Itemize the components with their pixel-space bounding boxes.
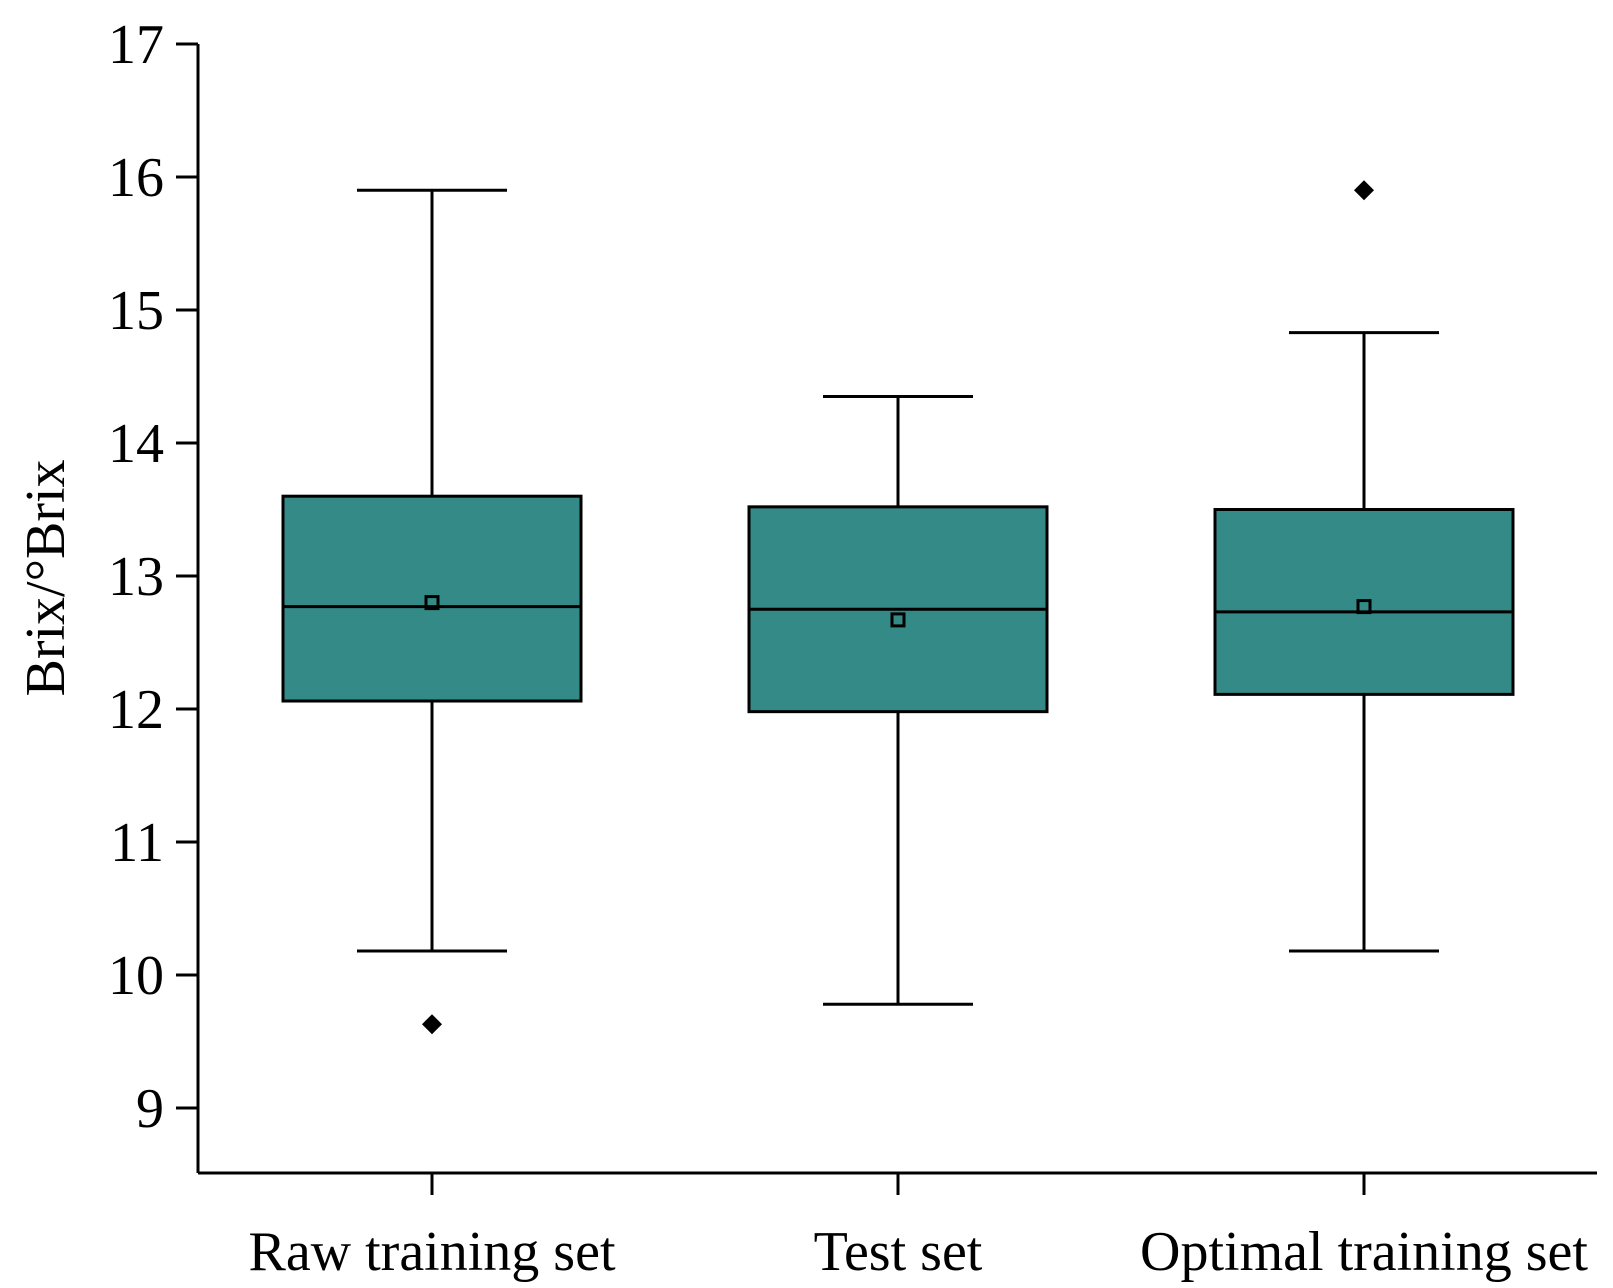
x-tick-label: Optimal training set bbox=[1140, 1221, 1588, 1283]
outlier-marker bbox=[422, 1014, 442, 1035]
box-group bbox=[281, 188, 583, 1035]
y-tick-label: 14 bbox=[108, 413, 164, 475]
mean-marker bbox=[1356, 599, 1372, 615]
box-group bbox=[1213, 180, 1515, 953]
y-tick-label: 12 bbox=[108, 679, 164, 741]
y-tick-label: 17 bbox=[108, 14, 164, 76]
y-axis: 9 10 11 12 13 14 15 16 17 bbox=[108, 14, 200, 1173]
outlier-marker bbox=[1354, 180, 1374, 201]
mean-marker bbox=[424, 595, 440, 611]
y-tick-label: 9 bbox=[136, 1078, 164, 1140]
y-tick-label: 13 bbox=[108, 546, 164, 608]
x-axis: Raw training set Test set Optimal training… bbox=[198, 1171, 1597, 1283]
mean-marker bbox=[890, 612, 906, 628]
y-axis-title: Brix/°Brix bbox=[15, 459, 77, 696]
y-tick-label: 10 bbox=[108, 945, 164, 1007]
y-tick-label: 15 bbox=[108, 280, 164, 342]
y-tick-label: 11 bbox=[110, 812, 164, 874]
x-tick-label: Raw training set bbox=[248, 1221, 615, 1283]
box-group bbox=[747, 394, 1049, 1006]
iqr-box bbox=[281, 494, 583, 703]
box-series bbox=[281, 180, 1515, 1035]
y-tick-label: 16 bbox=[108, 147, 164, 209]
x-tick-label: Test set bbox=[814, 1221, 983, 1283]
